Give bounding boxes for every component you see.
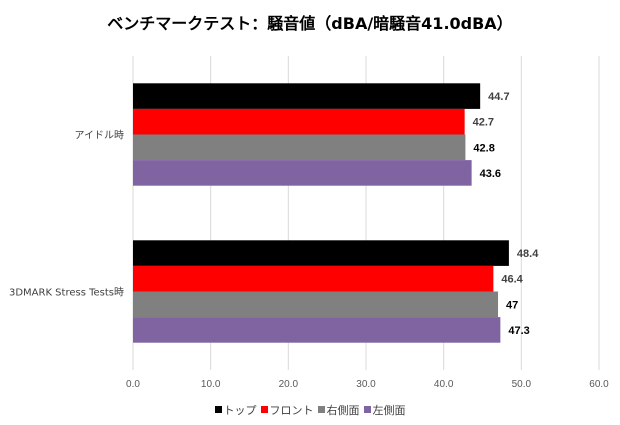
x-tick-label: 50.0 [512, 379, 532, 390]
data-label: 46.4 [501, 274, 523, 286]
bar [133, 134, 466, 161]
bar [133, 291, 499, 318]
legend-label: 左側面 [372, 404, 406, 417]
category-label: 3DMARK Stress Tests時 [9, 287, 124, 299]
x-tick-label: 60.0 [589, 379, 609, 390]
data-label: 44.7 [488, 91, 509, 103]
bar [133, 240, 509, 266]
bar [133, 108, 465, 135]
data-label: 47.3 [508, 325, 529, 337]
legend-label: トップ [223, 404, 257, 417]
legend-item: トップ [214, 402, 257, 418]
data-label: 42.7 [473, 117, 494, 129]
legend-label: 右側面 [326, 404, 360, 417]
x-tick-label: 30.0 [356, 379, 376, 390]
bars [133, 83, 509, 343]
category-labels: アイドル時 3DMARK Stress Tests時 [9, 130, 124, 299]
chart-title: ベンチマークテスト：騒音値（dBA/暗騒音41.0dBA） [107, 14, 513, 33]
data-label: 47 [506, 299, 518, 311]
data-label: 43.6 [480, 168, 501, 180]
category-label: アイドル時 [75, 130, 125, 142]
data-label: 42.8 [473, 142, 494, 154]
x-tick-label: 40.0 [434, 379, 454, 390]
data-labels: 44.7 42.7 42.8 43.6 48.4 46.4 47 47.3 [473, 91, 540, 337]
legend: トップ フロント 右側面 左側面 [0, 402, 620, 418]
x-axis-tick-labels: 0.0 10.0 20.0 30.0 40.0 50.0 60.0 [126, 379, 609, 390]
legend-label: フロント [269, 404, 314, 417]
legend-swatch [317, 406, 325, 413]
legend-item: 左側面 [363, 402, 406, 418]
bar [133, 317, 501, 343]
x-tick-label: 20.0 [279, 379, 299, 390]
legend-item: フロント [260, 402, 314, 418]
legend-item: 右側面 [317, 402, 360, 418]
legend-swatch [260, 406, 268, 413]
legend-swatch [363, 406, 371, 413]
bar [133, 160, 472, 186]
bar [133, 83, 481, 109]
bar [133, 265, 494, 292]
data-label: 48.4 [517, 248, 539, 260]
legend-swatch [214, 406, 222, 413]
x-tick-label: 10.0 [201, 379, 221, 390]
x-tick-label: 0.0 [126, 379, 140, 390]
